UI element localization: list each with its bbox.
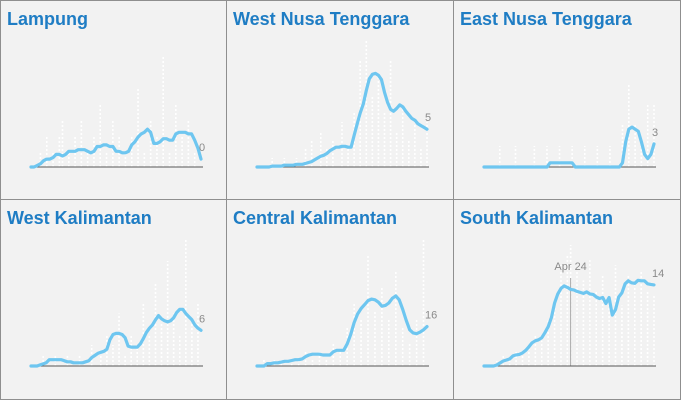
end-value-label: 14 [652, 268, 664, 280]
average-line [29, 127, 203, 169]
chart-title: South Kalimantan [460, 208, 614, 228]
chart-svg-south-kalimantan: Apr 24 14 [482, 245, 664, 368]
chart-title: West Kalimantan [7, 208, 152, 228]
end-value-label: 5 [425, 112, 431, 124]
average-line [482, 125, 656, 169]
end-value-label: 3 [652, 127, 658, 139]
average-line [482, 278, 656, 368]
chart-panel-central-kalimantan: Central Kalimantan 16 [227, 200, 454, 400]
chart-title: Lampung [7, 9, 88, 29]
chart-svg-west-nusa-tenggara: 5 [255, 41, 431, 169]
average-line [29, 307, 203, 368]
chart-panel-south-kalimantan: South Kalimantan Apr 24 14 [454, 200, 681, 400]
chart-panel-west-nusa-tenggara: West Nusa Tenggara 5 [227, 0, 454, 200]
chart-title: Central Kalimantan [233, 208, 398, 228]
average-line [255, 71, 429, 169]
chart-panel-lampung: Lampung 0 [0, 0, 227, 200]
chart-panel-east-nusa-tenggara: East Nusa Tenggara 3 [454, 0, 681, 200]
chart-svg-lampung: 0 [29, 56, 205, 169]
chart-svg-west-kalimantan: 6 [29, 240, 205, 368]
chart-svg-central-kalimantan: 16 [255, 240, 437, 368]
end-value-label: 0 [199, 142, 205, 154]
end-value-label: 16 [425, 310, 437, 322]
end-value-label: 6 [199, 313, 205, 325]
average-line [255, 294, 429, 368]
chart-title: West Nusa Tenggara [233, 9, 410, 29]
chart-svg-east-nusa-tenggara: 3 [482, 83, 658, 169]
annotation-label: Apr 24 [554, 261, 586, 273]
chart-panel-west-kalimantan: West Kalimantan 6 [0, 200, 227, 400]
chart-title: East Nusa Tenggara [460, 9, 632, 29]
